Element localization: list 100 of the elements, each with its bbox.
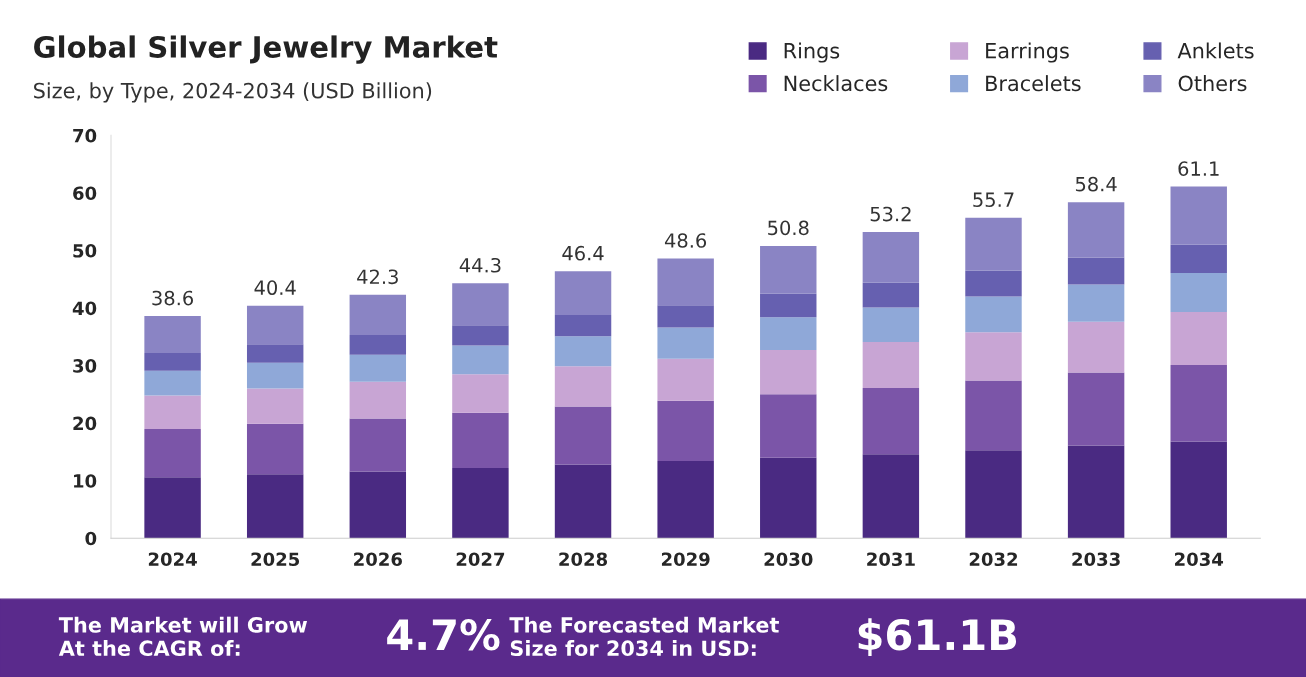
bar [760,317,817,351]
bar [862,307,920,342]
bar [452,374,509,413]
bar [144,428,201,478]
bar [452,412,509,469]
bar [554,366,612,407]
total-label: 38.6 [152,290,193,306]
bar [349,354,407,382]
bar [246,305,304,345]
y-tick-label: 20 [73,416,97,431]
bar [246,423,304,475]
bar [1067,445,1125,539]
x-tick-label: 2031 [867,552,915,567]
bar [862,282,920,308]
total-label: 46.4 [562,245,604,261]
text: 4.7% [387,618,500,651]
bar [349,335,407,355]
bar [246,474,304,539]
bar [349,294,407,336]
bar [1170,186,1227,245]
total-label: 48.6 [664,233,707,248]
bar [554,271,612,315]
bar [760,245,817,294]
y-tick-label: 10 [74,474,97,488]
bar [657,461,714,539]
x-tick-label: 2025 [251,552,300,567]
total-label: 55.7 [973,192,1014,208]
total-label: 50.8 [768,220,809,236]
bar [452,283,509,326]
legend-label: Earrings [986,42,1069,63]
bar [965,217,1022,271]
total-label: 42.3 [357,269,398,285]
text: The Forecasted Market Size for 2034 in USD: [509,616,779,657]
bar [1170,244,1227,273]
bar [554,464,612,539]
x-tick-label: 2028 [559,552,608,567]
bar [1067,284,1125,322]
x-tick-label: 2033 [1072,552,1120,567]
x-tick-label: 2032 [969,552,1018,567]
bar [760,394,817,458]
bar [144,316,201,353]
bar [1170,441,1227,539]
bar [965,450,1022,539]
y-tick-label: 70 [73,128,97,143]
bar [144,395,201,429]
bar [349,381,407,419]
text: $61.1B [858,618,1017,657]
legend-label: Bracelets [986,75,1081,92]
x-tick-label: 2029 [661,552,710,567]
bar [349,418,407,472]
bar [144,352,201,371]
legend-label: Anklets [1177,42,1254,59]
chart-subtitle: Size, by Type, 2024-2034 (USD Billion) [34,82,432,103]
total-label: 53.2 [870,206,911,222]
bar [452,468,509,539]
bar [1067,202,1125,258]
y-tick-label: 0 [85,531,97,546]
total-label: 44.3 [459,257,501,273]
bar [554,336,612,367]
bar [760,350,817,395]
bar [1067,372,1125,446]
bar [657,327,714,359]
bar [657,400,714,462]
bar [862,341,920,389]
legend-label: Others [1178,75,1247,92]
bar [965,296,1022,333]
legend-label: Rings [784,42,840,63]
bar [246,388,304,424]
bar [1067,321,1125,373]
bar [657,258,714,306]
y-tick-label: 60 [73,186,97,201]
bar [554,314,612,337]
bar [1170,312,1227,365]
bar [657,358,714,401]
total-label: 58.4 [1075,176,1117,192]
y-tick-label: 50 [73,243,97,258]
bar [1067,257,1125,285]
legend-label: Necklaces [784,75,888,92]
bar [452,345,509,375]
bar [862,232,920,283]
x-tick-label: 2034 [1175,552,1224,567]
text: The Market will Grow At the CAGR of: [58,616,308,657]
total-label: 61.1 [1178,161,1219,176]
bar [862,388,920,455]
x-tick-label: 2027 [456,552,505,567]
bar [452,325,509,346]
y-tick-label: 40 [72,301,97,316]
bar [965,380,1022,451]
bar [760,457,817,539]
bar [862,454,920,539]
bar [657,305,714,328]
bar [246,344,304,363]
chart-title: Global Silver Jewelry Market [34,35,498,64]
bar [246,362,304,389]
bar [144,370,201,396]
bar [349,471,407,539]
bar [1170,272,1227,313]
x-tick-label: 2030 [764,552,813,567]
x-tick-label: 2026 [354,552,402,567]
bar [554,406,612,465]
